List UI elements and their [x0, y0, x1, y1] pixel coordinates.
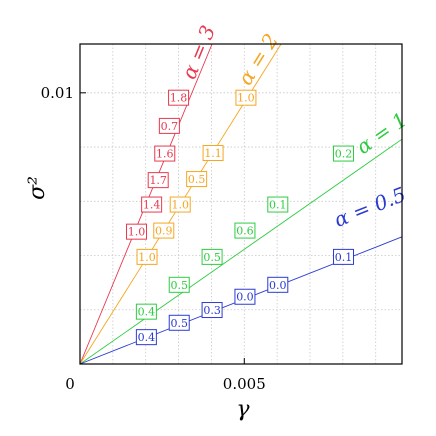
data-point-label: 0.5	[203, 251, 221, 264]
data-point-box	[168, 276, 190, 293]
data-point-label: 1.4	[143, 199, 161, 212]
data-point: 0.7	[158, 117, 180, 134]
data-point-label: 1.0	[128, 226, 146, 239]
data-point-box	[154, 145, 176, 162]
data-point-label: 0.0	[236, 291, 254, 304]
data-point-label: 0.9	[155, 225, 173, 238]
data-point: 0.1	[267, 196, 289, 213]
data-point: 0.0	[267, 276, 289, 293]
data-point-label: 0.5	[170, 317, 188, 330]
y-tick-label: 0.01	[41, 84, 74, 102]
data-point: 1.6	[154, 145, 176, 162]
data-point: 0.2	[333, 145, 355, 162]
data-point: 0.9	[153, 222, 175, 239]
x-tick-label: 0.005	[223, 375, 266, 393]
data-point-box	[141, 196, 163, 213]
data-point-box	[267, 196, 289, 213]
data-point-box	[136, 248, 158, 265]
data-point: 0.5	[168, 314, 190, 331]
data-point-box	[135, 303, 157, 320]
data-point-box	[202, 145, 224, 162]
data-point-label: 1.7	[149, 174, 167, 187]
data-point-label: 1.6	[156, 148, 174, 161]
data-point-box	[168, 314, 190, 331]
data-point-label: 0.5	[170, 279, 188, 292]
y-axis-title: σ²	[25, 176, 50, 200]
plot-frame	[79, 43, 403, 365]
data-point-box	[169, 196, 191, 213]
axis-ticks: 0 0.005 0.01	[41, 84, 266, 393]
x-tick-label: 0	[65, 375, 75, 393]
data-point-box	[147, 172, 169, 189]
data-point: 1.0	[169, 196, 191, 213]
data-point-box	[234, 222, 256, 239]
series-name-label: α = 2	[233, 29, 283, 89]
data-point-label: 1.1	[204, 147, 222, 160]
data-point-box	[153, 222, 175, 239]
data-point-label: 0.5	[188, 173, 206, 186]
data-point: 0.5	[168, 276, 190, 293]
data-point: 0.4	[135, 303, 157, 320]
data-point-box	[201, 248, 223, 265]
data-point: 1.7	[147, 172, 169, 189]
data-point: 1.0	[126, 223, 148, 240]
data-point-label: 0.6	[236, 225, 254, 238]
series-line	[79, 138, 403, 365]
data-point-box	[267, 276, 289, 293]
data-point: 0.4	[135, 329, 157, 346]
data-point-label: 1.0	[171, 199, 189, 212]
data-point: 1.4	[141, 196, 163, 213]
data-points: 1.0 1.4 1.7 1.6 0.7 1.8 1.0 0.9 1.0 0.5 1.1 1.0 0.4 0…	[126, 89, 355, 346]
x-axis-title: γ	[236, 397, 250, 422]
series-name-label: α = 3	[177, 22, 220, 83]
data-point-label: 0.1	[269, 199, 287, 212]
data-point: 1.8	[168, 89, 190, 106]
data-point-label: 0.4	[138, 306, 156, 319]
data-point-label: 1.8	[170, 92, 188, 105]
data-point-box	[333, 248, 355, 265]
data-point-label: 0.3	[203, 304, 221, 317]
data-point-label: 0.0	[269, 279, 287, 292]
data-point-box	[126, 223, 148, 240]
data-point-label: 1.0	[138, 251, 156, 264]
data-point-box	[186, 171, 208, 188]
data-point-box	[135, 329, 157, 346]
data-point-label: 1.0	[237, 92, 255, 105]
data-point-label: 0.4	[138, 331, 156, 344]
data-point: 0.6	[234, 222, 256, 239]
data-point-box	[158, 117, 180, 134]
data-point-box	[234, 288, 256, 305]
data-point: 0.1	[333, 248, 355, 265]
data-point-box	[333, 145, 355, 162]
data-point: 0.0	[234, 288, 256, 305]
data-point-box	[235, 89, 257, 106]
data-point-label: 0.1	[335, 251, 353, 264]
data-point: 1.0	[136, 248, 158, 265]
data-point: 0.5	[186, 171, 208, 188]
data-point-label: 0.7	[161, 120, 179, 133]
series-name-label: α = 0.5	[331, 182, 409, 232]
data-point-box	[201, 302, 223, 319]
data-point: 0.5	[201, 248, 223, 265]
data-point: 0.3	[201, 302, 223, 319]
data-point: 1.1	[202, 145, 224, 162]
data-point: 1.0	[235, 89, 257, 106]
data-point-box	[168, 89, 190, 106]
data-point-label: 0.2	[335, 148, 353, 161]
